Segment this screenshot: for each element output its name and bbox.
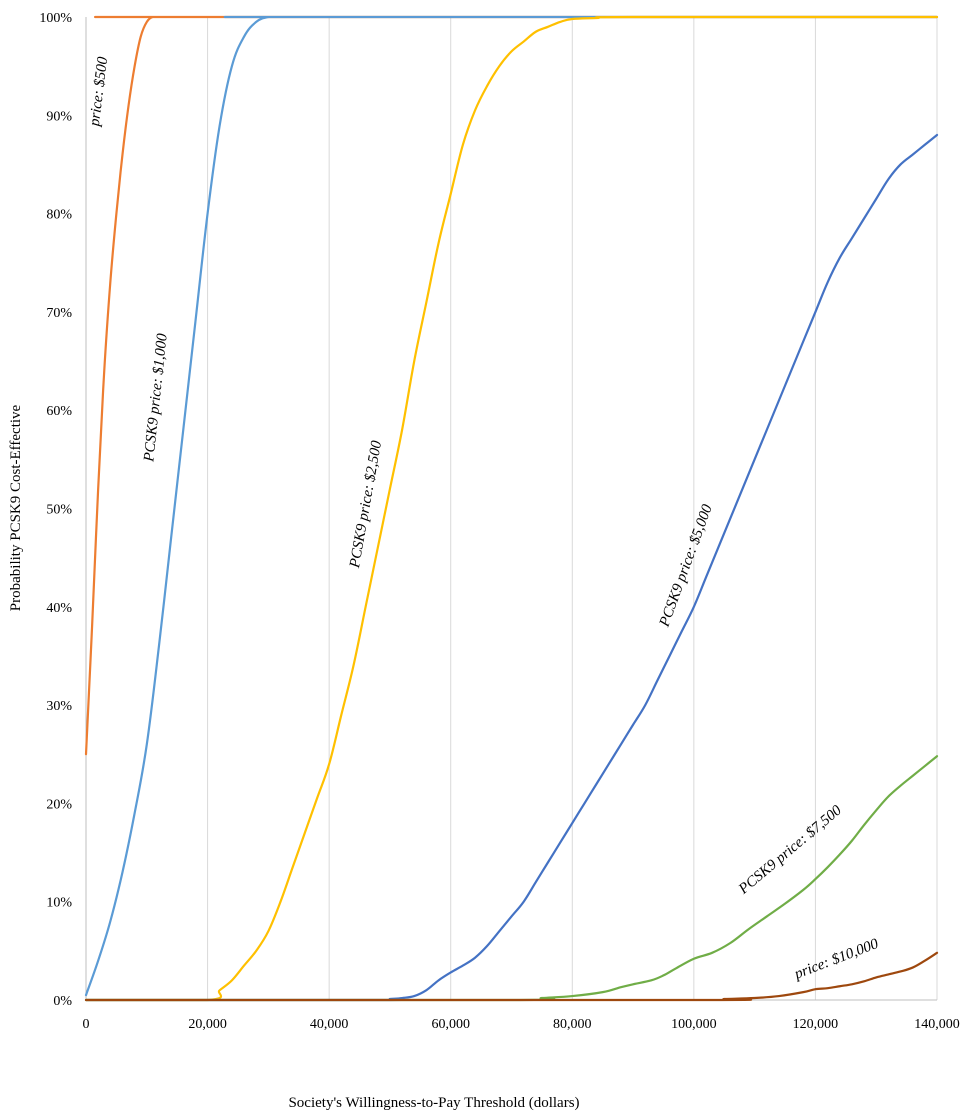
series-line-2 xyxy=(84,15,939,997)
x-tick-label: 60,000 xyxy=(431,1017,470,1032)
series-line-4 xyxy=(84,133,939,1002)
y-axis-title: Probability PCSK9 Cost-Effective xyxy=(8,404,24,611)
y-tick-label: 40% xyxy=(46,601,72,616)
series-line-3 xyxy=(84,15,939,1002)
gridlines xyxy=(207,17,938,1000)
y-tick-labels: 0% 10% 20% 30% 40% 50% 60% 70% 80% 90% 100% xyxy=(39,11,72,1009)
series-line-5 xyxy=(84,755,939,1002)
y-tick-label: 10% xyxy=(46,896,72,911)
y-tick-label: 70% xyxy=(46,306,72,321)
curve-labels: price: $500 PCSK9 price: $1,000 PCSK9 pric… xyxy=(87,56,881,983)
x-tick-label: 40,000 xyxy=(310,1017,349,1032)
series-line-6 xyxy=(84,951,939,1002)
curve-label-3: PCSK9 price: $2,500 xyxy=(347,439,385,570)
curve-label-6: price: $10,000 xyxy=(792,936,882,983)
y-tick-label: 20% xyxy=(46,797,72,812)
y-tick-label: 30% xyxy=(46,699,72,714)
series-line-1 xyxy=(84,15,939,756)
x-tick-label: 0 xyxy=(83,1017,90,1032)
x-tick-label: 100,000 xyxy=(671,1017,717,1032)
y-tick-label: 80% xyxy=(46,208,72,223)
curve-label-2: PCSK9 price: $1,000 xyxy=(141,332,171,463)
curve-label-4: PCSK9 price: $5,000 xyxy=(656,502,716,630)
y-tick-label: 0% xyxy=(53,994,72,1009)
x-tick-label: 80,000 xyxy=(553,1017,592,1032)
x-tick-label: 20,000 xyxy=(188,1017,227,1032)
y-tick-label: 90% xyxy=(46,109,72,124)
x-tick-label: 140,000 xyxy=(914,1017,960,1032)
y-tick-label: 60% xyxy=(46,404,72,419)
series-lines xyxy=(84,15,939,1002)
x-tick-label: 120,000 xyxy=(793,1017,839,1032)
curve-label-1: price: $500 xyxy=(87,56,112,128)
curve-label-5: PCSK9 price: $7,500 xyxy=(735,802,845,898)
y-tick-label: 50% xyxy=(46,503,72,518)
x-axis-title: Society's Willingness-to-Pay Threshold (… xyxy=(288,1095,579,1111)
x-tick-labels: 0 20,000 40,000 60,000 80,000 100,000 120,000 1… xyxy=(83,1017,960,1032)
y-tick-label: 100% xyxy=(39,11,72,26)
